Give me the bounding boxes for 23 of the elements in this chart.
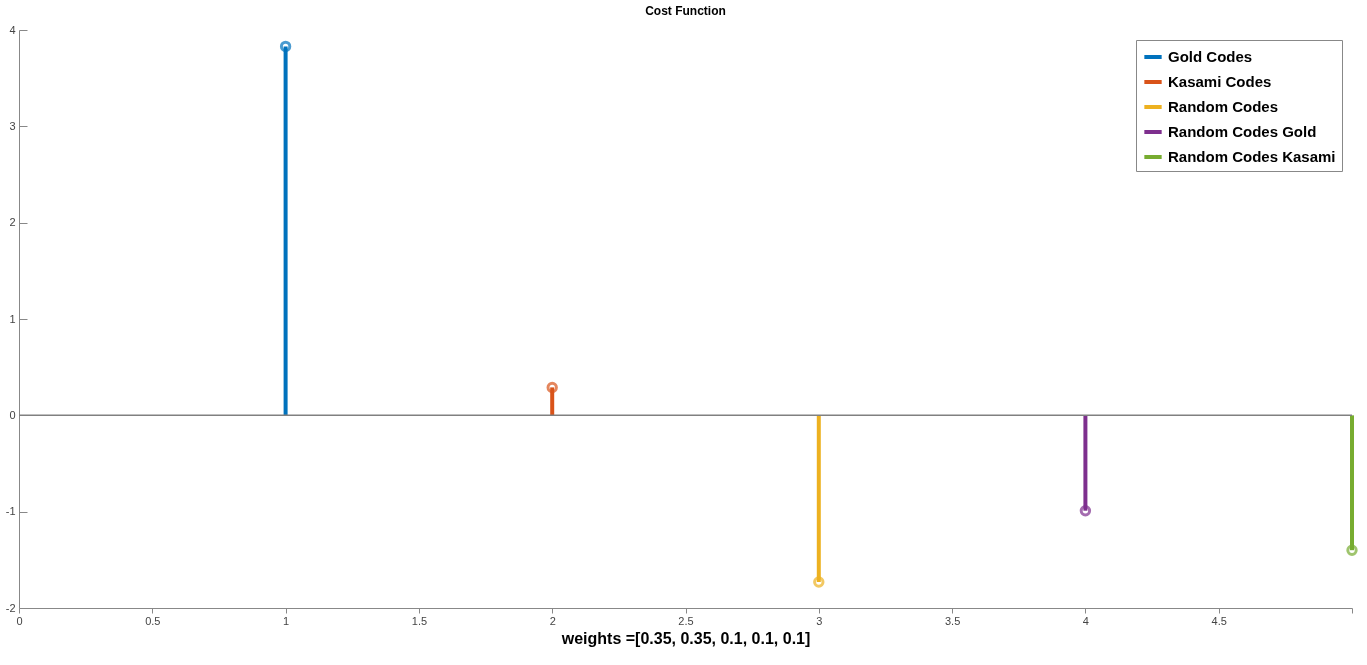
- legend-label: Random Codes Gold: [1168, 123, 1317, 140]
- x-tick-label: 3: [816, 614, 823, 627]
- x-tick-label: 1: [283, 614, 290, 627]
- y-tick-label: 3: [9, 119, 16, 132]
- y-tick-label: -2: [5, 601, 16, 614]
- legend-label: Gold Codes: [1168, 48, 1253, 65]
- x-axis-title: weights =[0.35, 0.35, 0.1, 0.1, 0.1]: [560, 629, 811, 647]
- x-tick-label: 2: [549, 614, 556, 627]
- y-tick-label: 2: [9, 216, 16, 229]
- legend-label: Kasami Codes: [1168, 73, 1272, 90]
- x-tick-label: 2.5: [678, 614, 694, 627]
- legend-label: Random Codes Kasami: [1168, 148, 1336, 165]
- chart-title: Cost Function: [645, 4, 726, 18]
- y-tick-label: -1: [5, 505, 16, 518]
- x-tick-label: 1.5: [411, 614, 428, 627]
- y-tick-label: 4: [9, 23, 16, 36]
- legend-label: Random Codes: [1168, 98, 1279, 115]
- x-tick-label: 0.5: [145, 614, 161, 627]
- x-tick-label: 3.5: [944, 614, 961, 627]
- y-tick-label: 0: [9, 408, 16, 421]
- y-tick-label: 1: [9, 312, 16, 325]
- x-tick-label: 4.5: [1211, 614, 1227, 627]
- x-tick-label: 4: [1082, 614, 1089, 627]
